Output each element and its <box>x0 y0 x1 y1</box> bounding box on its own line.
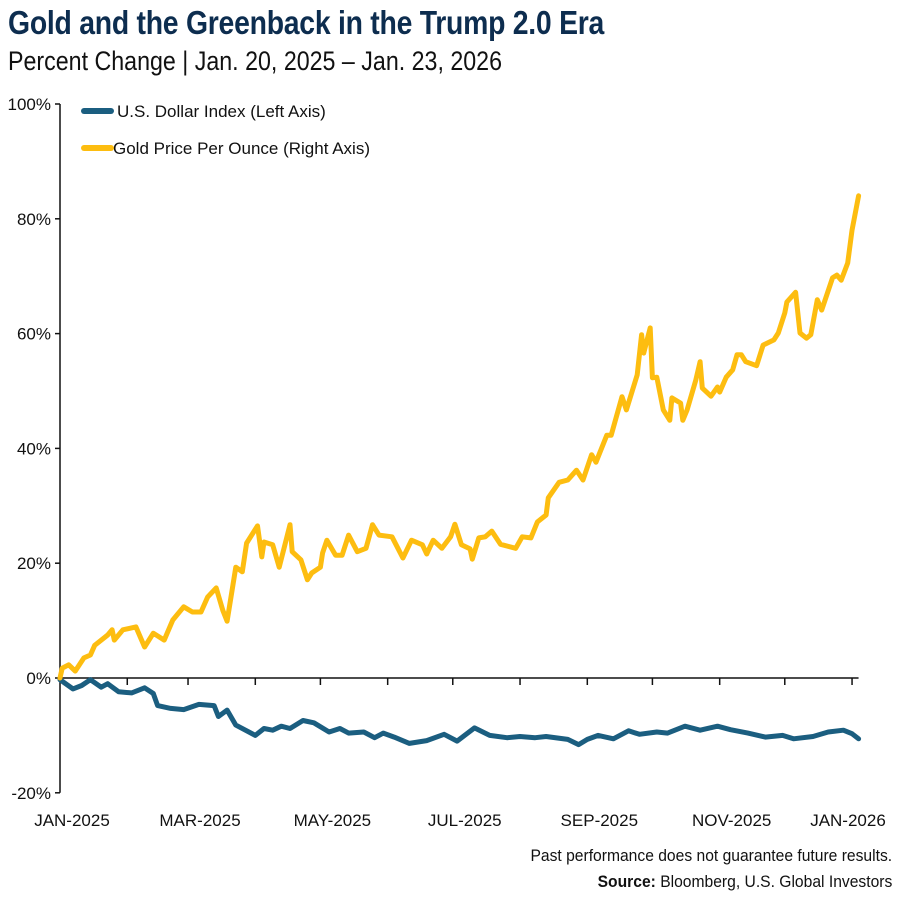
y-tick-label: 100% <box>8 95 51 114</box>
disclaimer: Past performance does not guarantee futu… <box>530 846 892 865</box>
chart-subtitle: Percent Change | Jan. 20, 2025 – Jan. 23… <box>8 46 503 76</box>
x-tick-label: NOV-2025 <box>692 811 771 830</box>
dollar-index-line <box>57 677 862 748</box>
y-tick-label: 40% <box>17 439 51 458</box>
x-tick-label: SEP-2025 <box>561 811 639 830</box>
y-tick-label: -20% <box>11 784 51 803</box>
y-tick-label: 60% <box>17 325 51 344</box>
x-tick-label: MAR-2025 <box>159 811 240 830</box>
x-tick-label: JAN-2026 <box>810 811 886 830</box>
y-tick-label: 0% <box>26 669 51 688</box>
source-text: Bloomberg, U.S. Global Investors <box>655 872 892 891</box>
y-tick-label: 80% <box>17 210 51 229</box>
axes: -20% 0% 20% 40% 60% 80% 100% JAN-2025 MAR-2025 MA… <box>8 95 886 830</box>
y-tick-label: 20% <box>17 554 51 573</box>
x-tick-label: MAY-2025 <box>294 811 372 830</box>
x-tick-label: JAN-2025 <box>34 811 110 830</box>
chart-title: Gold and the Greenback in the Trump 2.0 … <box>8 4 605 41</box>
legend: U.S. Dollar Index (Left Axis) Gold Price… <box>81 102 370 158</box>
series-lines <box>57 193 862 748</box>
legend-label-dollar: U.S. Dollar Index (Left Axis) <box>117 102 326 121</box>
source-note: Source: Bloomberg, U.S. Global Investors <box>597 872 892 892</box>
legend-label-gold: Gold Price Per Ounce (Right Axis) <box>113 139 370 158</box>
gold-price-line <box>57 193 862 681</box>
source-label: Source: <box>597 872 656 891</box>
x-tick-label: JUL-2025 <box>428 811 502 830</box>
